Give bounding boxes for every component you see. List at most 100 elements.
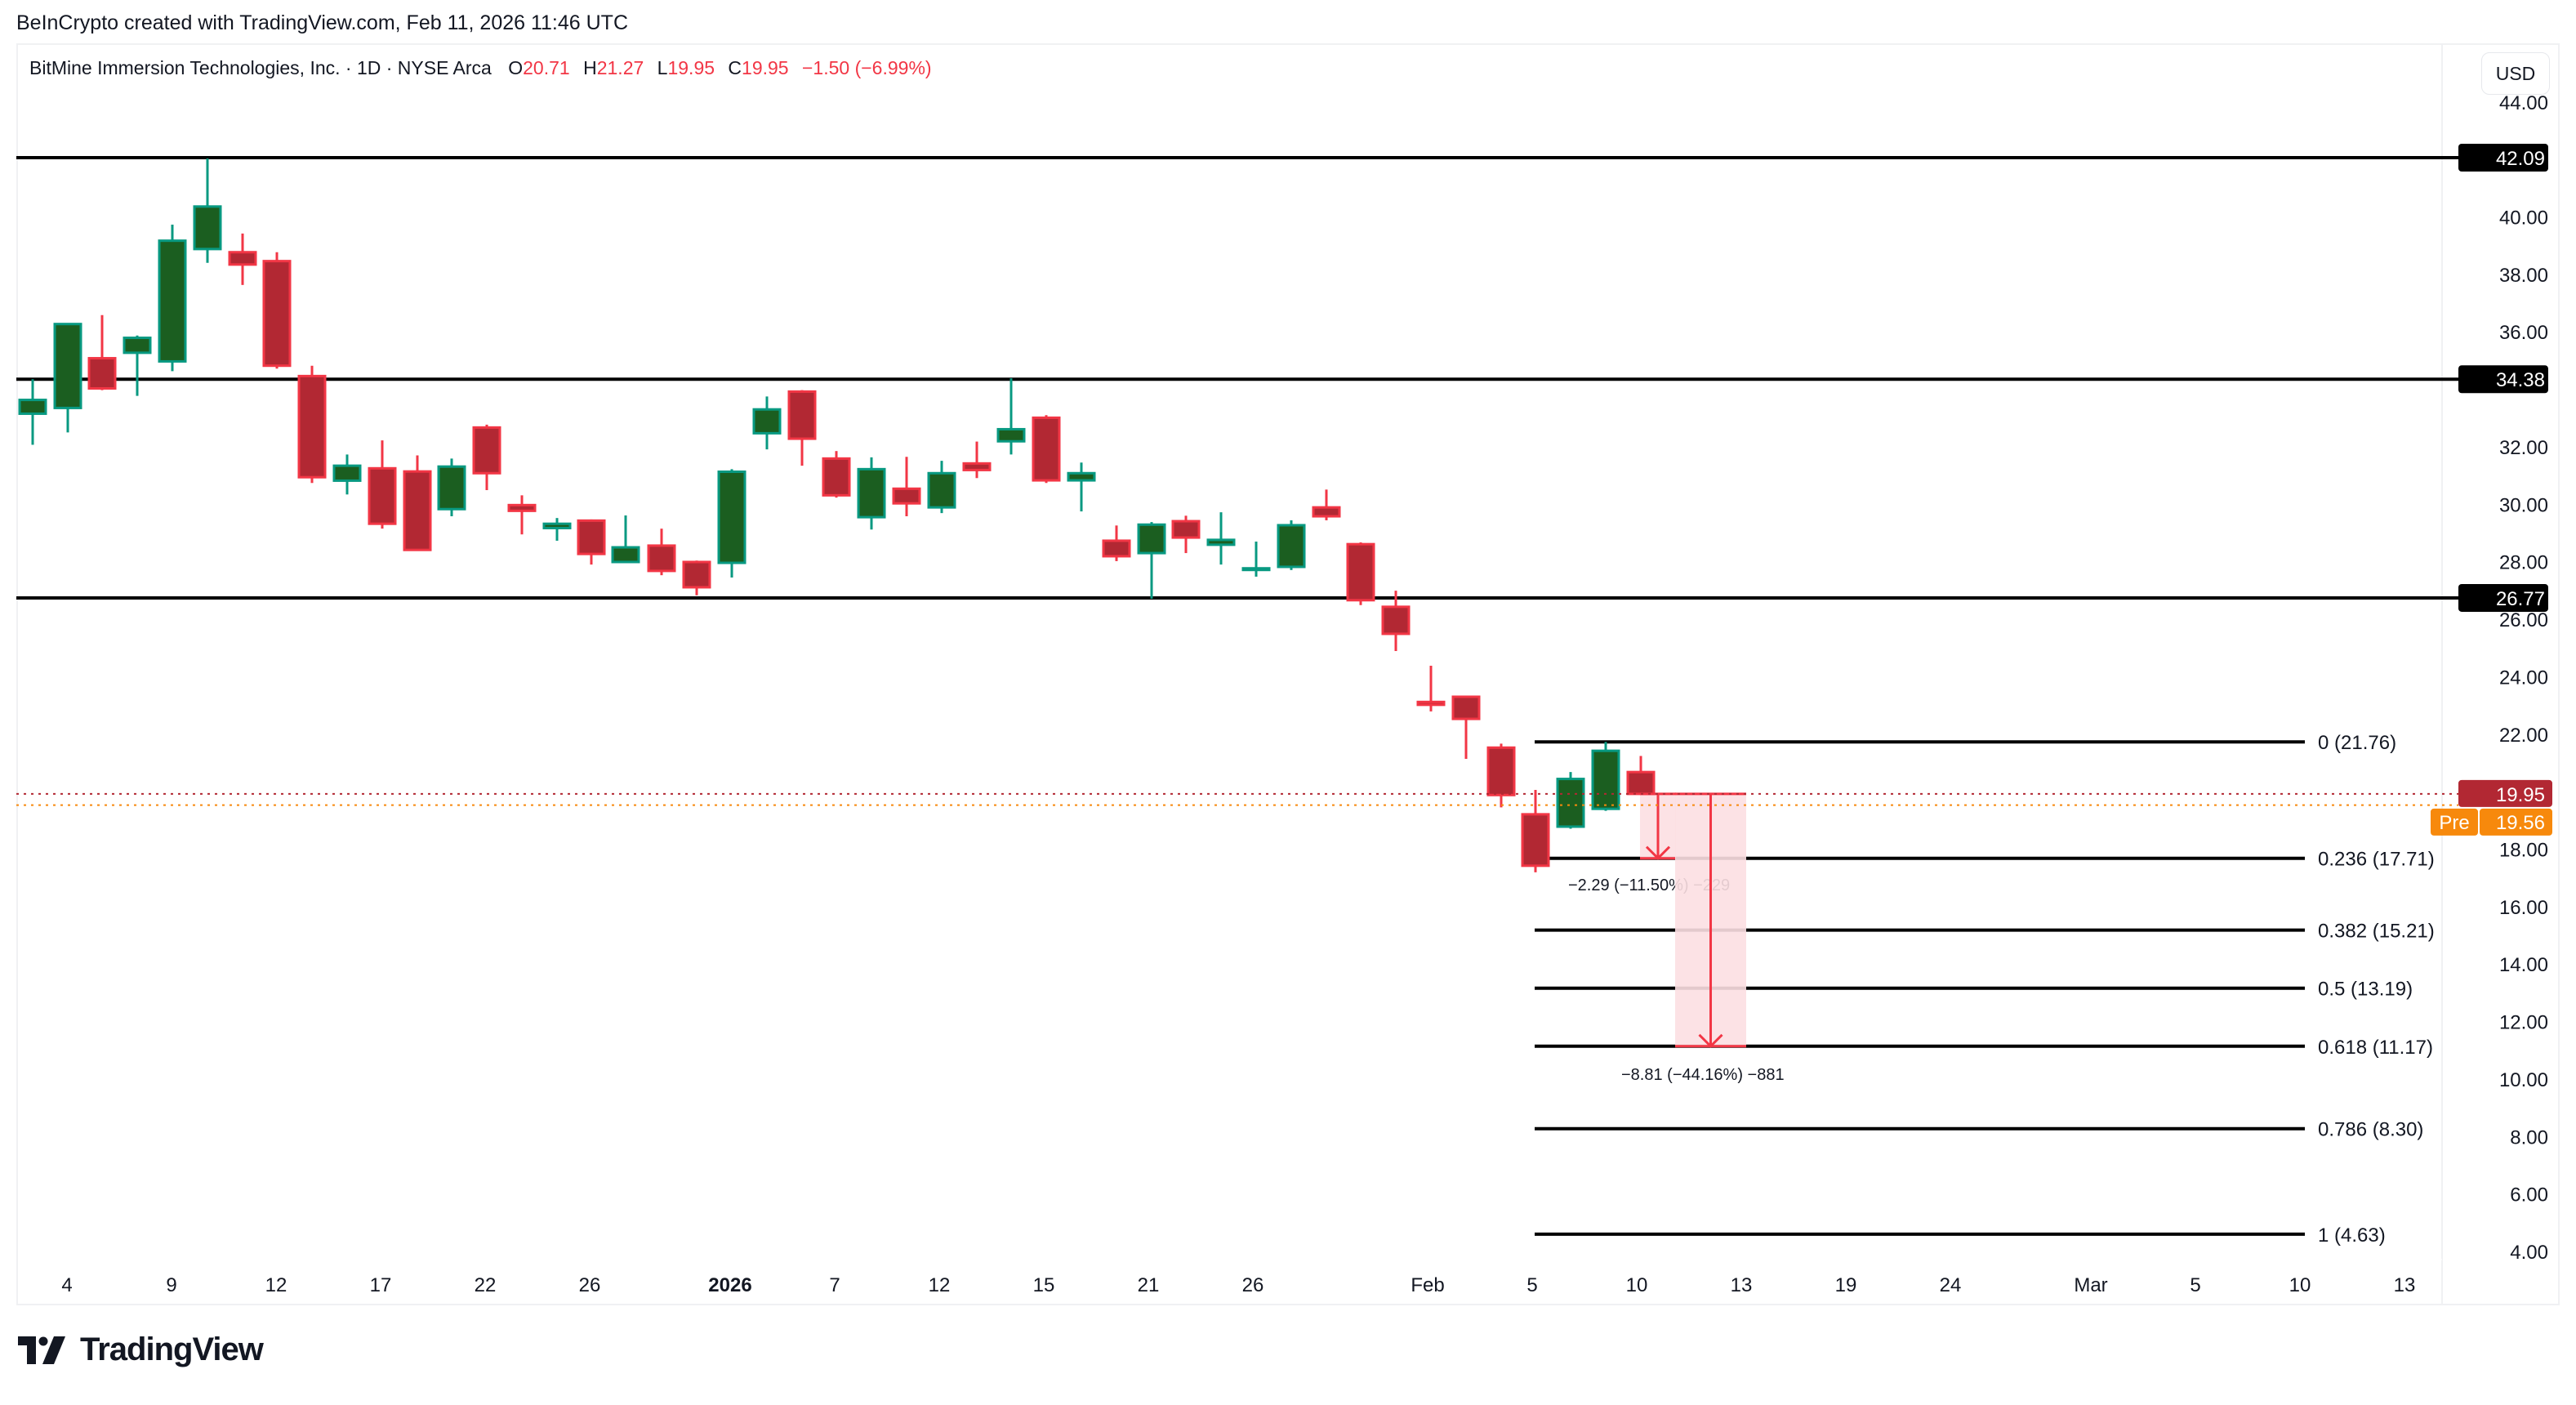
- candle-bearish[interactable]: [1312, 506, 1341, 518]
- tradingview-logo[interactable]: TradingView: [18, 1331, 264, 1368]
- fib-level-label: 1 (4.63): [2318, 1224, 2386, 1247]
- candle-bullish[interactable]: [542, 522, 572, 529]
- candle-bullish[interactable]: [1206, 538, 1236, 546]
- last-price-value: 19.95: [2496, 784, 2545, 806]
- candle-bullish[interactable]: [752, 408, 782, 435]
- tradingview-logo-text: TradingView: [80, 1331, 264, 1367]
- measure-label: −8.81 (−44.16%) −881: [1621, 1066, 1785, 1084]
- price-axis-label: 36.00: [2499, 322, 2548, 344]
- candle-bearish[interactable]: [507, 503, 537, 512]
- candle-bearish[interactable]: [1451, 695, 1481, 720]
- currency-button[interactable]: USD: [2481, 52, 2550, 95]
- time-axis-label: 17: [370, 1274, 392, 1296]
- candle-bearish[interactable]: [472, 426, 501, 475]
- candle-bearish[interactable]: [577, 519, 606, 555]
- candle-bearish[interactable]: [87, 357, 117, 390]
- candle-bearish[interactable]: [1032, 416, 1061, 482]
- candle-bearish[interactable]: [787, 390, 817, 440]
- candle-bearish[interactable]: [1416, 700, 1446, 707]
- low-label: L: [657, 57, 668, 78]
- candle-bearish[interactable]: [1521, 813, 1550, 868]
- time-axis-label: 5: [2190, 1274, 2200, 1296]
- time-axis-label: 22: [475, 1274, 497, 1296]
- time-axis-label: Feb: [1411, 1274, 1444, 1296]
- candle-bearish[interactable]: [1626, 770, 1656, 796]
- time-axis-label: 9: [166, 1274, 176, 1296]
- candle-bullish[interactable]: [1591, 749, 1620, 810]
- price-axis-label: 44.00: [2499, 92, 2548, 114]
- candle-bearish[interactable]: [1381, 605, 1411, 636]
- high-value: 21.27: [596, 57, 644, 78]
- candle-bullish[interactable]: [1241, 567, 1271, 572]
- price-axis-label: 12.00: [2499, 1012, 2548, 1034]
- candle-bullish[interactable]: [437, 465, 466, 511]
- price-axis-label: 22.00: [2499, 725, 2548, 747]
- time-axis-label: 24: [1940, 1274, 1962, 1296]
- candle-bullish[interactable]: [158, 239, 187, 363]
- candle-bullish[interactable]: [717, 471, 747, 564]
- candle-bearish[interactable]: [1171, 520, 1201, 539]
- candle-bullish[interactable]: [123, 337, 152, 355]
- chart-frame: [16, 43, 2560, 1305]
- candle-bearish[interactable]: [1346, 542, 1375, 602]
- price-axis-label: 28.00: [2499, 552, 2548, 574]
- open-label: O: [508, 57, 524, 78]
- horizontal-level-price: 34.38: [2496, 369, 2545, 391]
- premarket-price-tag: [2480, 808, 2552, 836]
- candle-bearish[interactable]: [892, 487, 921, 505]
- fib-level-label: 0.786 (8.30): [2318, 1119, 2423, 1141]
- candle-bearish[interactable]: [822, 457, 851, 497]
- candle-bearish[interactable]: [228, 251, 257, 266]
- candle-bullish[interactable]: [1137, 523, 1166, 555]
- candle-bearish[interactable]: [262, 260, 292, 368]
- change-value: −1.50 (−6.99%): [802, 57, 932, 78]
- candle-bearish[interactable]: [682, 560, 711, 589]
- candle-bullish[interactable]: [1277, 524, 1306, 569]
- symbol-title[interactable]: BitMine Immersion Technologies, Inc. · 1…: [29, 57, 492, 78]
- candle-bullish[interactable]: [193, 205, 222, 251]
- candle-bullish[interactable]: [18, 399, 47, 415]
- price-axis-label: 30.00: [2499, 494, 2548, 516]
- candle-bearish[interactable]: [647, 544, 676, 573]
- candle-bullish[interactable]: [927, 471, 956, 509]
- horizontal-level-price: 26.77: [2496, 588, 2545, 610]
- candle-bullish[interactable]: [996, 427, 1026, 443]
- candle-bullish[interactable]: [1556, 778, 1585, 828]
- candle-bearish[interactable]: [962, 462, 992, 471]
- time-axis-label: 2026: [708, 1274, 751, 1296]
- candle-bullish[interactable]: [53, 323, 82, 409]
- fib-level-label: 0.382 (15.21): [2318, 921, 2435, 943]
- time-axis-label: 13: [2394, 1274, 2416, 1296]
- price-axis-label: 10.00: [2499, 1069, 2548, 1091]
- fib-level-label: 0 (21.76): [2318, 732, 2396, 754]
- chart-credit: BeInCrypto created with TradingView.com,…: [16, 11, 629, 34]
- candle-bearish[interactable]: [403, 470, 432, 551]
- open-value: 20.71: [523, 57, 570, 78]
- horizontal-level-tag: [2458, 583, 2548, 612]
- candle-bullish[interactable]: [332, 464, 362, 482]
- price-axis-label: 14.00: [2499, 954, 2548, 976]
- candle-bearish[interactable]: [1102, 539, 1131, 558]
- candle-bullish[interactable]: [1067, 471, 1096, 482]
- time-axis-label: 13: [1731, 1274, 1753, 1296]
- time-axis-label: 26: [579, 1274, 601, 1296]
- time-axis-label: 7: [829, 1274, 840, 1296]
- candle-bearish[interactable]: [1486, 746, 1516, 796]
- arrow-down-icon: [1698, 1033, 1723, 1048]
- candle-bearish[interactable]: [368, 466, 397, 525]
- fib-level-label: 0.618 (11.17): [2318, 1037, 2433, 1059]
- premarket-price-value: 19.56: [2496, 812, 2545, 834]
- price-axis-label: 16.00: [2499, 897, 2548, 919]
- price-axis-label: 8.00: [2510, 1126, 2548, 1149]
- candle-bullish[interactable]: [611, 546, 640, 564]
- price-axis-label: 40.00: [2499, 207, 2548, 230]
- close-label: C: [728, 57, 742, 78]
- last-price-tag: [2458, 779, 2552, 807]
- horizontal-level-tag: [2458, 144, 2548, 172]
- candle-bearish[interactable]: [297, 374, 327, 479]
- candle-bullish[interactable]: [857, 467, 886, 519]
- horizontal-level-price: 42.09: [2496, 148, 2545, 170]
- tradingview-logo-icon: [18, 1336, 65, 1364]
- time-axis-label: 21: [1138, 1274, 1160, 1296]
